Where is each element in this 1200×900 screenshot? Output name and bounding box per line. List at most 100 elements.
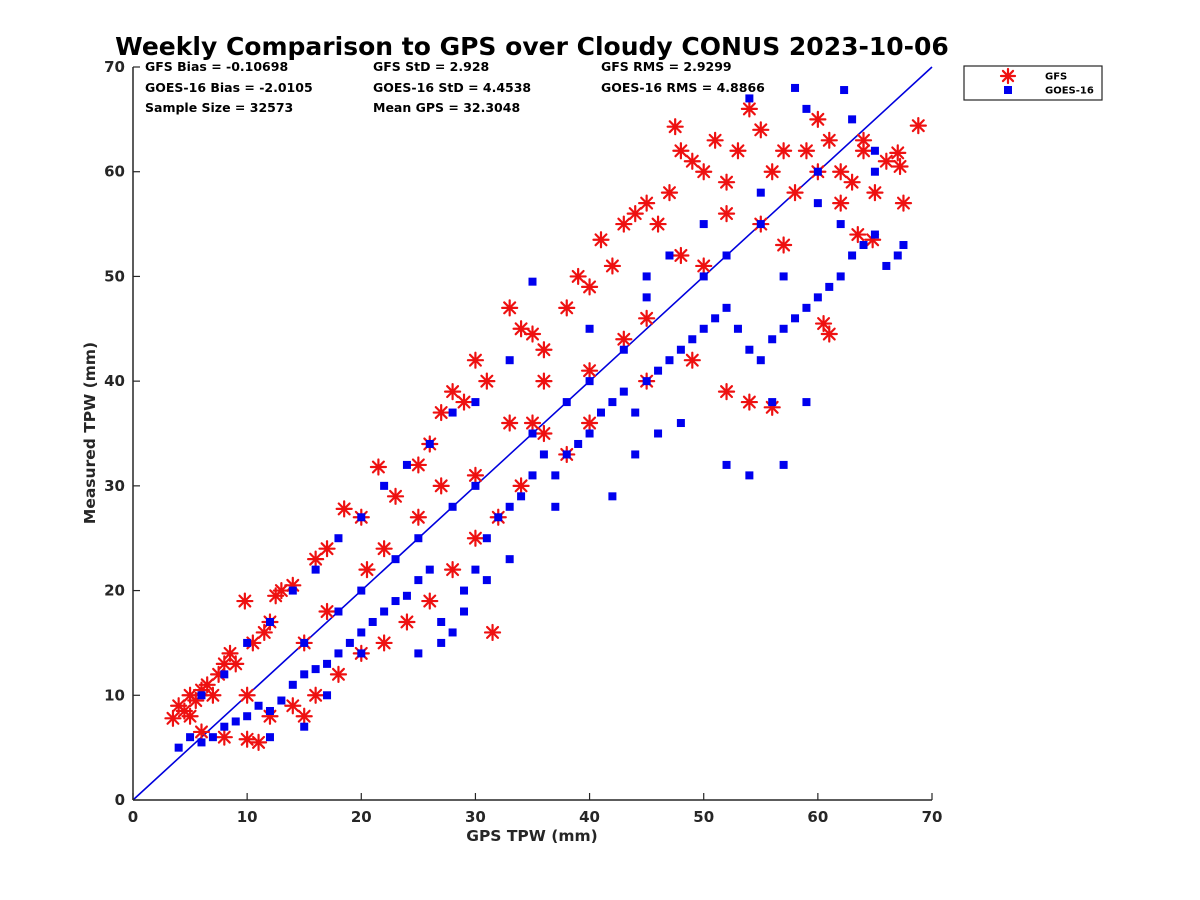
data-point — [882, 262, 890, 270]
data-point — [357, 513, 365, 521]
data-point — [586, 430, 594, 438]
data-point — [860, 241, 868, 249]
data-point — [437, 639, 445, 647]
y-tick-label: 10 — [104, 686, 125, 704]
data-point — [502, 300, 517, 315]
data-point — [631, 409, 639, 417]
data-point — [494, 513, 502, 521]
data-point — [357, 649, 365, 657]
data-point — [251, 735, 266, 750]
data-point — [266, 707, 274, 715]
data-point — [582, 279, 597, 294]
data-point — [320, 604, 335, 619]
data-point — [708, 133, 723, 148]
data-point — [514, 478, 529, 493]
data-point — [506, 356, 514, 364]
data-point — [899, 241, 907, 249]
legend-marker — [1004, 86, 1012, 94]
data-point — [816, 316, 831, 331]
data-point — [893, 159, 908, 174]
data-point — [197, 738, 205, 746]
data-point — [559, 300, 574, 315]
data-point — [848, 115, 856, 123]
data-point — [334, 534, 342, 542]
data-point — [745, 346, 753, 354]
data-point — [228, 656, 243, 671]
data-point — [896, 196, 911, 211]
data-point — [323, 691, 331, 699]
data-point — [506, 555, 514, 563]
data-point — [802, 398, 810, 406]
data-point — [605, 258, 620, 273]
data-point — [331, 667, 346, 682]
data-point — [848, 251, 856, 259]
data-point — [437, 618, 445, 626]
data-point — [654, 430, 662, 438]
data-point — [768, 398, 776, 406]
data-point — [711, 314, 719, 322]
data-point — [205, 688, 220, 703]
data-point — [525, 416, 540, 431]
data-point — [506, 503, 514, 511]
data-point — [890, 145, 905, 160]
data-point — [685, 353, 700, 368]
data-point — [719, 206, 734, 221]
data-point — [217, 730, 232, 745]
data-point — [665, 251, 673, 259]
data-point — [426, 566, 434, 574]
data-point — [700, 325, 708, 333]
x-tick-label: 70 — [922, 808, 943, 826]
data-point — [175, 744, 183, 752]
data-point — [529, 278, 537, 286]
data-point — [757, 220, 765, 228]
data-point — [186, 733, 194, 741]
data-point — [243, 712, 251, 720]
data-point — [468, 531, 483, 546]
data-point — [723, 461, 731, 469]
data-point — [765, 164, 780, 179]
data-point — [346, 639, 354, 647]
data-point — [445, 562, 460, 577]
data-point — [582, 363, 597, 378]
data-point — [266, 733, 274, 741]
data-point — [673, 248, 688, 263]
data-point — [894, 251, 902, 259]
data-point — [289, 681, 297, 689]
stat-label: GOES-16 StD = 4.4538 — [373, 80, 531, 95]
data-point — [742, 395, 757, 410]
data-point — [369, 618, 377, 626]
data-point — [403, 461, 411, 469]
data-point — [334, 649, 342, 657]
data-point — [582, 416, 597, 431]
x-tick-label: 60 — [807, 808, 828, 826]
data-point — [574, 440, 582, 448]
data-point — [323, 660, 331, 668]
data-point — [377, 541, 392, 556]
data-point — [308, 688, 323, 703]
data-point — [620, 346, 628, 354]
data-point — [696, 164, 711, 179]
data-point — [643, 293, 651, 301]
data-point — [468, 468, 483, 483]
data-point — [662, 185, 677, 200]
data-point — [788, 185, 803, 200]
data-point — [285, 698, 300, 713]
data-point — [300, 723, 308, 731]
data-point — [399, 614, 414, 629]
y-tick-label: 70 — [104, 58, 125, 76]
data-point — [357, 587, 365, 595]
stat-label: Mean GPS = 32.3048 — [373, 100, 520, 115]
data-point — [757, 189, 765, 197]
data-point — [312, 665, 320, 673]
data-point — [840, 86, 848, 94]
data-point — [850, 227, 865, 242]
y-tick-label: 30 — [104, 477, 125, 495]
data-point — [380, 482, 388, 490]
data-point — [536, 342, 551, 357]
data-point — [871, 147, 879, 155]
data-point — [643, 272, 651, 280]
data-point — [631, 450, 639, 458]
data-point — [243, 639, 251, 647]
data-point — [468, 353, 483, 368]
